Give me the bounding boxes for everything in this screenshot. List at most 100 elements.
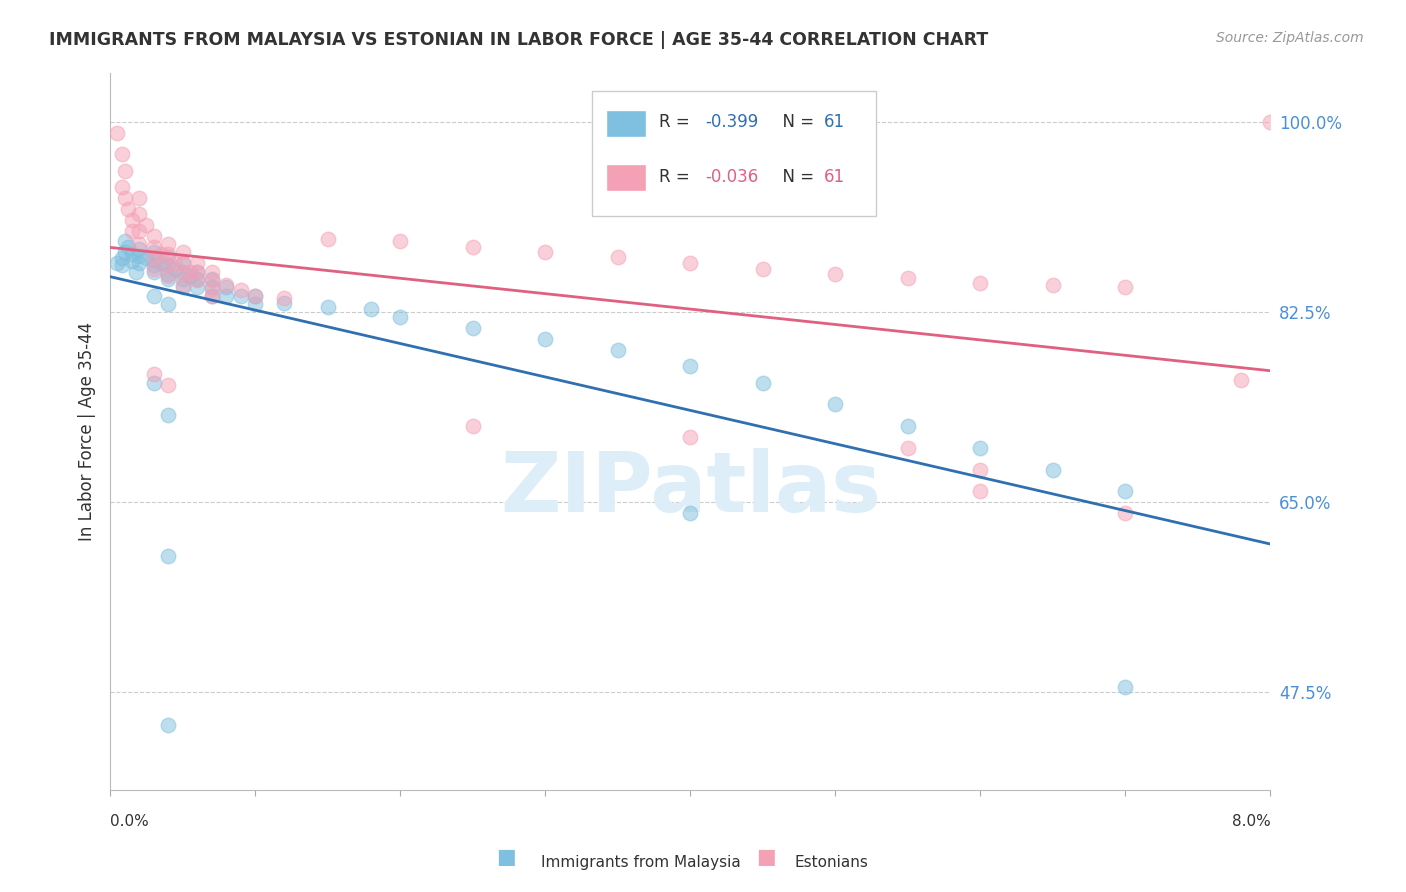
Point (172, 277, 194, 292)
Point (114, 191, 136, 205)
Point (107, 256, 129, 270)
Point (186, 273, 208, 287)
Point (316, 232, 339, 246)
Point (142, 229, 165, 244)
Point (128, 223, 150, 237)
Point (135, 251, 157, 265)
Point (897, 271, 920, 285)
Point (186, 265, 208, 279)
Text: Source: ZipAtlas.com: Source: ZipAtlas.com (1216, 31, 1364, 45)
Point (111, 258, 134, 272)
Text: ■: ■ (496, 847, 516, 867)
Point (121, 254, 143, 268)
Point (969, 462, 991, 476)
Point (201, 273, 224, 287)
Point (142, 289, 165, 303)
Text: R =: R = (659, 168, 695, 186)
Point (534, 332, 557, 346)
Point (186, 265, 208, 279)
Point (201, 265, 224, 279)
Point (157, 258, 180, 272)
Point (273, 296, 295, 310)
Point (1042, 462, 1064, 476)
Point (752, 261, 775, 276)
Point (142, 251, 165, 265)
Text: N =: N = (772, 168, 818, 186)
FancyBboxPatch shape (606, 110, 647, 136)
Point (128, 236, 150, 251)
Point (172, 256, 194, 270)
Point (215, 289, 238, 303)
Text: 61: 61 (824, 113, 845, 131)
Point (679, 506, 702, 520)
Point (165, 256, 187, 270)
Point (117, 202, 139, 216)
Point (461, 240, 484, 254)
Text: 0.0%: 0.0% (110, 814, 149, 829)
Point (606, 250, 628, 264)
Point (135, 218, 157, 232)
Point (897, 441, 920, 455)
Point (245, 289, 267, 303)
Point (179, 265, 201, 279)
Point (1114, 280, 1136, 294)
Point (117, 240, 139, 254)
Point (186, 256, 208, 270)
Point (215, 280, 238, 294)
Point (186, 272, 208, 286)
Point (121, 212, 143, 227)
Point (128, 248, 150, 262)
Point (461, 321, 484, 335)
Point (142, 245, 165, 260)
Point (142, 265, 165, 279)
Point (215, 277, 238, 292)
Point (172, 265, 194, 279)
Point (111, 180, 134, 194)
Text: R =: R = (659, 113, 695, 131)
Point (273, 291, 295, 305)
Point (969, 276, 991, 290)
Point (128, 207, 150, 221)
Point (316, 300, 339, 314)
Point (179, 269, 201, 284)
Point (149, 256, 172, 270)
Point (1114, 506, 1136, 520)
Point (172, 272, 194, 286)
Point (679, 359, 702, 374)
Text: IMMIGRANTS FROM MALAYSIA VS ESTONIAN IN LABOR FORCE | AGE 35-44 CORRELATION CHAR: IMMIGRANTS FROM MALAYSIA VS ESTONIAN IN … (49, 31, 988, 49)
Text: ■: ■ (756, 847, 776, 867)
Text: ZIPatlas: ZIPatlas (499, 449, 880, 529)
Point (157, 258, 180, 272)
Point (389, 310, 412, 325)
Point (165, 261, 187, 276)
Point (157, 549, 180, 564)
Text: 61: 61 (824, 168, 845, 186)
Point (824, 267, 846, 281)
Text: Estonians: Estonians (794, 855, 869, 870)
Point (389, 235, 412, 249)
Point (172, 256, 194, 270)
Point (679, 256, 702, 270)
FancyBboxPatch shape (592, 91, 876, 217)
Point (172, 280, 194, 294)
Text: -0.036: -0.036 (706, 168, 759, 186)
Point (157, 297, 180, 311)
Point (157, 408, 180, 422)
Point (128, 256, 150, 270)
Point (201, 280, 224, 294)
Text: N =: N = (772, 113, 818, 131)
Point (114, 163, 136, 178)
Point (142, 367, 165, 381)
Point (360, 301, 382, 316)
Point (157, 267, 180, 281)
Point (142, 258, 165, 272)
Point (824, 397, 846, 411)
Point (229, 283, 252, 297)
Point (128, 242, 150, 256)
Point (121, 247, 143, 261)
Y-axis label: In Labor Force | Age 35-44: In Labor Force | Age 35-44 (79, 322, 96, 541)
Point (142, 252, 165, 267)
Point (114, 235, 136, 249)
Point (121, 223, 143, 237)
Point (1042, 277, 1064, 292)
